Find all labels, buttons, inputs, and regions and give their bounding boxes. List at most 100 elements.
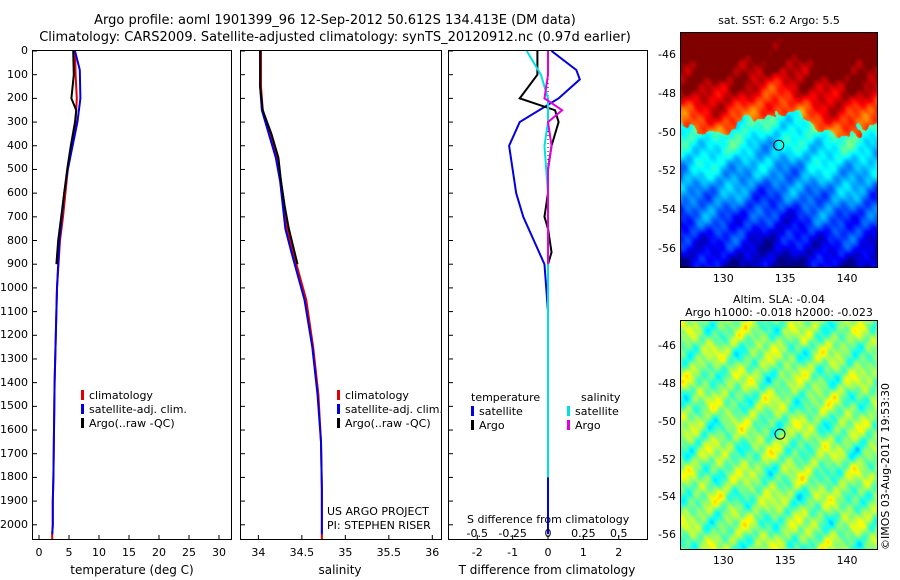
x-tick-label: 2: [615, 546, 623, 559]
salinity-legend: climatology satellite-adj. clim. Argo(..…: [337, 389, 443, 431]
depth-tick-label: 0: [21, 44, 28, 57]
x-tick-label: 25: [182, 546, 196, 559]
title-line-1: Argo profile: aoml 1901399_96 12-Sep-201…: [94, 13, 576, 28]
series-line-argo: [55, 51, 78, 265]
map-y-tick-label: -46: [658, 339, 676, 353]
salinity-plot: climatology satellite-adj. clim. Argo(..…: [240, 50, 443, 540]
temperature-diff-legend: temperature satellite Argo: [471, 391, 540, 433]
x-tick-label: 36: [425, 546, 440, 559]
salinity-plot-area: [241, 51, 433, 539]
legend-t-satellite: satellite: [471, 405, 540, 419]
difference-x-label: T difference from climatology: [458, 563, 636, 577]
depth-tick-label: 1400: [0, 375, 28, 389]
legend-salinity-title: salinity: [581, 391, 621, 404]
map-x-tick-label: 135: [774, 554, 796, 567]
credit-text: ©IMOS 03-Aug-2017 19:53:30: [879, 383, 892, 550]
depth-tick-label: 1100: [0, 304, 28, 318]
s-tick-label: 0.5: [609, 527, 628, 540]
x-tick-label: 15: [122, 546, 136, 559]
map-y-tick-label: -52: [658, 164, 676, 178]
legend-swatch-blue: [471, 406, 474, 416]
depth-tick-label: 1300: [0, 351, 28, 365]
legend-argo: Argo(..raw -QC): [81, 417, 187, 431]
depth-tick-label: 1600: [0, 423, 28, 437]
legend-climatology: climatology: [81, 389, 187, 403]
x-tick-label: 30: [212, 546, 226, 559]
depth-tick-label: 400: [7, 138, 28, 152]
series-line-s-argo: [543, 51, 564, 265]
series-line-climatology: [260, 51, 323, 539]
difference-plot: temperature satellite Argo salinity sate…: [448, 50, 648, 540]
legend-s-argo: Argo: [567, 419, 620, 433]
map-y-tick-label: -56: [658, 241, 676, 255]
difference-plot-area: [449, 51, 620, 539]
depth-tick-label: 1000: [0, 280, 28, 294]
map-y-tick-label: -48: [658, 86, 676, 100]
map-y-tick-label: -52: [658, 452, 676, 466]
sla-map-image: [681, 321, 877, 549]
map-x-tick-label: 130: [712, 554, 734, 567]
map-y-tick-label: -46: [658, 48, 676, 62]
map-y-tick-label: -54: [658, 490, 676, 504]
depth-tick-label: 800: [7, 233, 28, 247]
sst-map-marker-layer: [773, 139, 785, 151]
series-line-satellite: [259, 51, 323, 535]
x-tick-label: 1: [579, 546, 587, 559]
legend-swatch-black: [337, 418, 340, 428]
x-tick-label: 34: [251, 546, 266, 559]
legend-argo: Argo(..raw -QC): [337, 417, 443, 431]
series-line-t-satellite: [508, 51, 581, 535]
depth-tick-label: 500: [7, 162, 28, 176]
legend-climatology: climatology: [337, 389, 443, 403]
profile-location-marker: [773, 139, 785, 151]
map-y-tick-label: -48: [658, 377, 676, 391]
x-tick-label: 0: [35, 546, 43, 559]
sla-map: [680, 320, 878, 550]
legend-satellite: satellite-adj. clim.: [337, 403, 443, 417]
legend-swatch-magenta: [567, 420, 570, 430]
temperature-plot: climatology satellite-adj. clim. Argo(..…: [32, 50, 232, 540]
legend-s-satellite: satellite: [567, 405, 620, 419]
sst-map-title: sat. SST: 6.2 Argo: 5.5: [718, 14, 840, 27]
legend-swatch-black: [81, 418, 84, 428]
x-tick-label: 10: [92, 546, 106, 559]
temperature-plot-area: [33, 51, 220, 539]
depth-tick-label: 600: [7, 186, 28, 200]
legend-swatch-red: [337, 390, 340, 400]
sla-map-title-1: Altim. SLA: -0.04: [732, 293, 826, 306]
salinity-x-label: salinity: [318, 563, 362, 577]
depth-tick-label: 300: [7, 115, 28, 129]
legend-satellite: satellite-adj. clim.: [81, 403, 187, 417]
legend-swatch-red: [81, 390, 84, 400]
legend-swatch-black: [471, 420, 474, 430]
depth-tick-label: 900: [7, 257, 28, 271]
depth-tick-label: 1900: [0, 494, 28, 508]
s-tick-label: -0.25: [498, 527, 527, 540]
depth-tick-label: 2000: [0, 517, 28, 531]
x-tick-label: 34.5: [289, 546, 315, 559]
sst-map: [680, 32, 878, 268]
sla-map-title-2: Argo h1000: -0.018 h2000: -0.023: [685, 306, 873, 319]
depth-tick-label: 700: [7, 209, 28, 223]
series-line-satellite: [51, 51, 82, 535]
x-tick-label: 0: [544, 546, 552, 559]
map-x-tick-label: 140: [836, 554, 858, 567]
x-tick-label: -1: [507, 546, 519, 559]
s-tick-label: 0: [544, 527, 552, 540]
x-tick-label: 5: [65, 546, 73, 559]
series-line-t-argo: [518, 51, 560, 265]
map-x-tick-label: 135: [774, 272, 796, 285]
map-y-tick-label: -56: [658, 527, 676, 541]
depth-tick-label: 1200: [0, 328, 28, 342]
project-annotation: US ARGO PROJECT PI: STEPHEN RISER: [327, 505, 431, 532]
legend-swatch-cyan: [567, 406, 570, 416]
temperature-legend: climatology satellite-adj. clim. Argo(..…: [81, 389, 187, 431]
sla-map-marker-layer: [774, 428, 786, 440]
s-tick-label: -0.5: [466, 527, 489, 540]
s-difference-label: S difference from climatology: [467, 513, 630, 526]
legend-swatch-blue: [81, 404, 84, 414]
x-tick-label: 35: [338, 546, 353, 559]
legend-t-argo: Argo: [471, 419, 540, 433]
map-y-tick-label: -50: [658, 125, 676, 139]
map-x-tick-label: 130: [712, 272, 734, 285]
